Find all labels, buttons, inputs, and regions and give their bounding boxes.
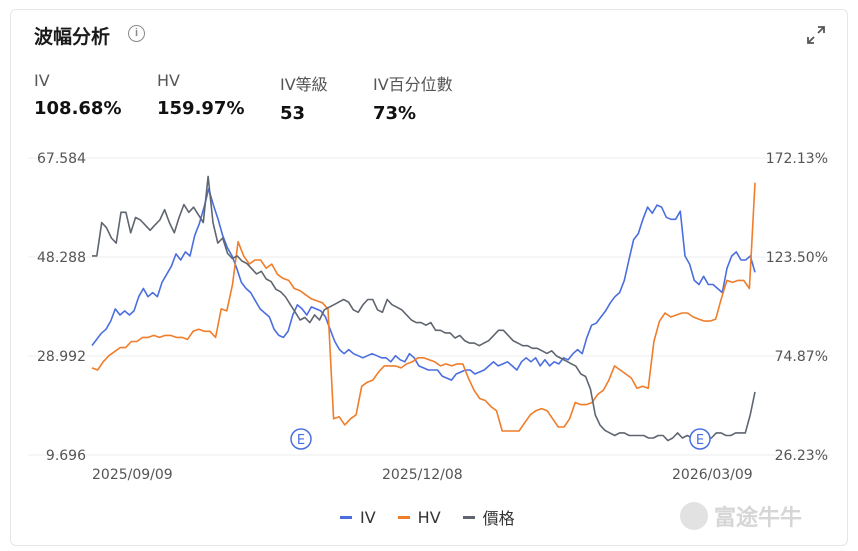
right-axis-tick: 123.50% [766,250,828,266]
metric-iv-label: IV [34,71,50,90]
chart-legend: IV HV 價格 [340,505,515,529]
legend-item-iv[interactable]: IV [340,505,376,529]
expand-icon[interactable] [805,24,827,46]
legend-label-price: 價格 [482,509,515,528]
series-line-price [92,175,756,442]
left-axis-tick: 67.584 [37,151,86,167]
earnings-marker [689,428,711,450]
legend-swatch-price [462,515,475,519]
metric-hv-value: 159.97% [157,98,245,119]
x-axis-tick: 2025/09/09 [92,467,173,483]
earnings-marker [290,428,312,450]
left-axis-tick: 48.288 [37,250,86,266]
watermark: 富途牛牛 [680,500,802,532]
x-axis-tick: 2026/03/09 [672,467,753,483]
legend-swatch-iv [340,515,352,519]
metric-iv-percentile-value: 73% [373,103,417,124]
right-axis-tick: 26.23% [775,448,828,464]
metric-hv: HV 159.97% [157,71,245,119]
metric-iv-rank-value: 53 [280,103,306,124]
card-title: 波幅分析 [34,26,111,48]
left-axis-tick: 28.992 [37,349,86,365]
watermark-logo-icon [680,502,708,530]
legend-swatch-hv [397,515,410,519]
metric-iv-percentile: IV百分位數 73% [373,71,453,124]
metric-iv-rank: IV等級 53 [280,71,328,124]
metric-iv: IV 108.68% [34,71,122,119]
series-line-hv [91,182,756,432]
legend-label-hv: HV [417,507,441,527]
x-axis-tick: 2025/12/08 [382,467,463,483]
legend-item-price[interactable]: 價格 [462,505,515,529]
right-axis-tick: 172.13% [766,151,828,167]
metric-hv-label: HV [157,71,180,90]
earnings-marker-label: E [297,433,305,448]
metric-iv-value: 108.68% [34,98,122,119]
legend-label-iv: IV [360,507,376,527]
legend-item-hv[interactable]: HV [397,505,441,529]
metric-iv-rank-label: IV等級 [280,75,328,94]
info-icon[interactable]: i [128,25,145,42]
left-axis-tick: 9.696 [46,448,86,464]
volatility-card [10,9,848,546]
watermark-text: 富途牛牛 [714,506,803,531]
series-line-iv [91,188,756,381]
metric-iv-percentile-label: IV百分位數 [373,75,453,94]
earnings-marker-label: E [696,433,704,448]
right-axis-tick: 74.87% [775,349,828,365]
